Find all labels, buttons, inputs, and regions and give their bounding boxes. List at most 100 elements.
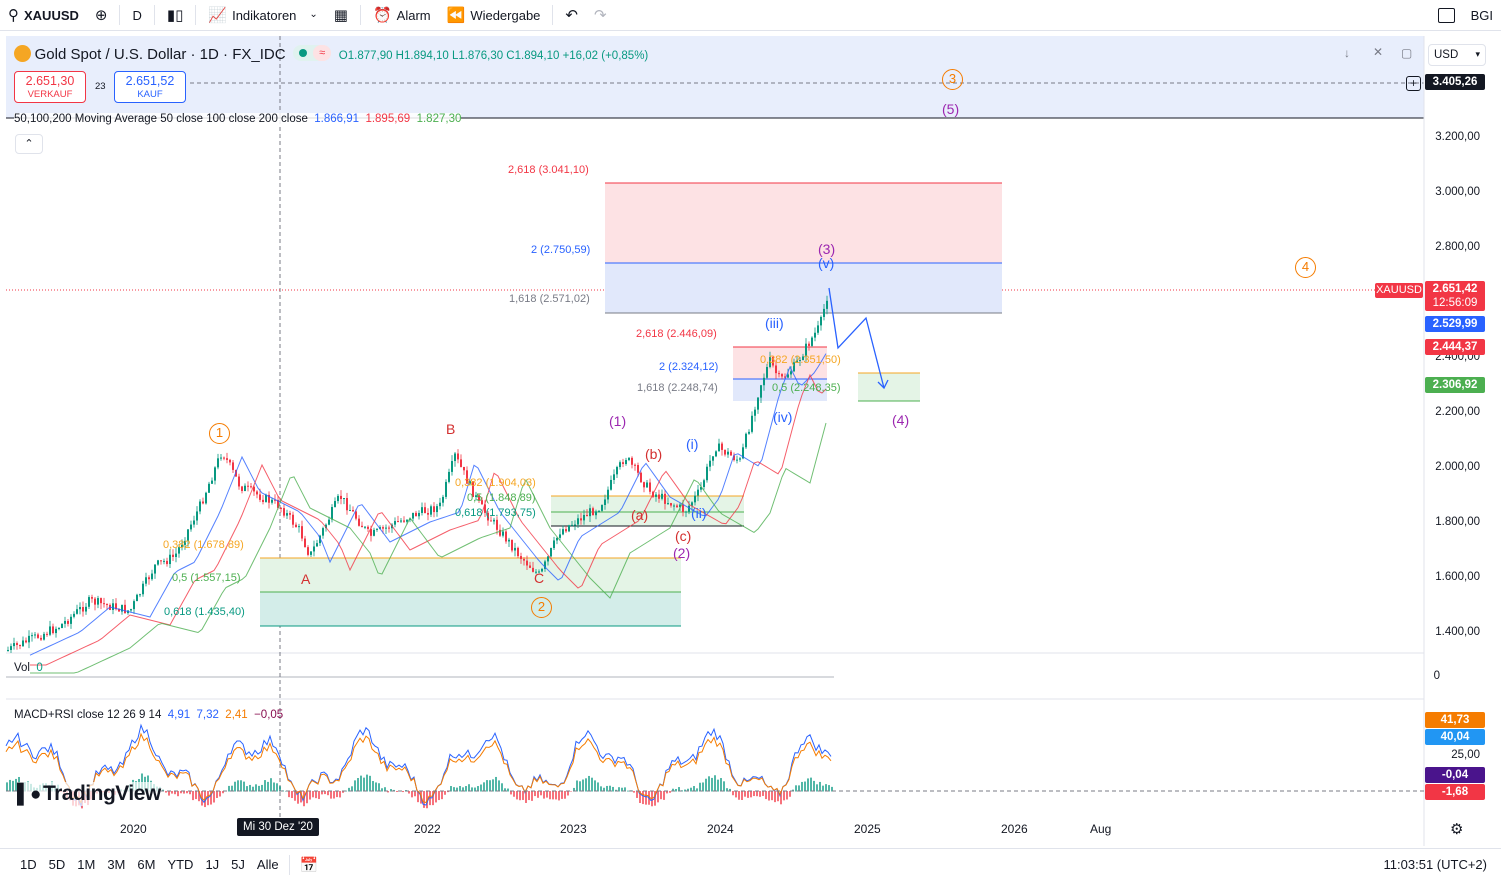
- right-menu-button[interactable]: BGI: [1463, 0, 1501, 31]
- candle-body: [790, 371, 792, 375]
- range-1d[interactable]: 1D: [20, 857, 37, 872]
- symbol-legend[interactable]: Gold Spot / U.S. Dollar · 1D · FX_IDC ≈ …: [14, 45, 648, 63]
- wave-label-p3: (3): [818, 241, 836, 257]
- candle-body: [316, 543, 318, 547]
- range-1j[interactable]: 1J: [205, 857, 220, 872]
- candle-body: [568, 525, 570, 532]
- macd-histogram-bar: [762, 791, 764, 796]
- range-5j[interactable]: 5J: [231, 857, 245, 872]
- candle-body: [562, 529, 564, 535]
- fib-zone-teal-low: [260, 592, 681, 626]
- indicators-button[interactable]: 📈 Indikatoren ⌄: [200, 0, 325, 31]
- add-alert-plus-icon[interactable]: +: [1406, 76, 1421, 91]
- macd-histogram-bar: [600, 786, 602, 792]
- fib-label: 0,5 (2.248,35): [772, 382, 841, 394]
- macd-value-4: −0,05: [254, 709, 284, 721]
- indicators-label: Indikatoren: [232, 7, 297, 23]
- spread-value: 23: [95, 81, 106, 92]
- candle-body: [25, 640, 27, 643]
- macd-histogram-bar: [246, 786, 248, 792]
- collapse-pane-button[interactable]: ✕: [1373, 45, 1384, 59]
- macd-histogram-bar: [276, 783, 278, 792]
- date-range-button[interactable]: 📅: [294, 856, 325, 874]
- candle-body: [808, 343, 810, 346]
- macd-histogram-bar: [699, 782, 701, 792]
- layouts-button[interactable]: ▦: [326, 0, 356, 31]
- undo-button[interactable]: ↶: [557, 0, 586, 31]
- redo-button[interactable]: ↷: [586, 0, 615, 31]
- scroll-down-button[interactable]: ↓: [1344, 46, 1350, 60]
- fib-label: 2,618 (2.446,09): [636, 328, 717, 340]
- buy-button[interactable]: 2.651,52 KAUF: [114, 71, 186, 103]
- interval-button[interactable]: D: [124, 0, 149, 31]
- macd-histogram-bar: [438, 791, 440, 801]
- tradingview-logo[interactable]: ▌●TradingView: [17, 782, 161, 806]
- price-label: 1.800,00: [1435, 516, 1480, 528]
- top-price-tag: 3.405,26: [1425, 74, 1485, 90]
- candle-body: [88, 597, 90, 607]
- candle-body: [157, 560, 159, 565]
- macd-histogram-bar: [603, 787, 605, 792]
- candle-body: [814, 332, 816, 338]
- macd-histogram-bar: [342, 791, 344, 793]
- wave-label-i: (i): [686, 436, 699, 452]
- range-ytd[interactable]: YTD: [167, 857, 194, 872]
- macd-histogram-bar: [264, 780, 266, 792]
- price-label: 3.200,00: [1435, 131, 1480, 143]
- replay-button[interactable]: ⏪ Wiedergabe: [439, 0, 549, 31]
- macd-histogram-bar: [390, 789, 392, 792]
- candle-body: [703, 480, 705, 488]
- macd-title: MACD+RSI close 12 26 9 14: [14, 709, 162, 721]
- alarm-clock-icon: ⏰: [372, 6, 392, 24]
- range-1m[interactable]: 1M: [77, 857, 96, 872]
- maximize-pane-button[interactable]: ▢: [1401, 46, 1413, 60]
- macd-histogram-bar: [462, 787, 464, 792]
- sell-button[interactable]: 2.651,30 VERKAUF: [14, 71, 86, 103]
- candle-body: [166, 560, 168, 565]
- macd-histogram-bar: [321, 791, 323, 795]
- fib-zone-green-wave4: [858, 373, 920, 401]
- settings-gear-icon[interactable]: ⚙: [1450, 821, 1464, 838]
- candle-body: [529, 565, 531, 568]
- candle-body: [412, 512, 414, 519]
- candle-body: [136, 594, 138, 602]
- candle-body: [436, 506, 438, 513]
- candle-body: [643, 482, 645, 488]
- currency-select[interactable]: USD ▾: [1428, 44, 1486, 66]
- candle-body: [403, 520, 405, 522]
- macd-histogram-bar: [441, 791, 443, 800]
- macd-histogram-bar: [783, 791, 785, 801]
- macd-histogram-bar: [666, 791, 668, 794]
- range-3m[interactable]: 3M: [107, 857, 126, 872]
- macd-histogram-bar: [9, 779, 11, 792]
- candle-body: [709, 460, 711, 467]
- chart-area[interactable]: Gold Spot / U.S. Dollar · 1D · FX_IDC ≈ …: [0, 36, 1501, 846]
- legend-title: Gold Spot / U.S. Dollar · 1D · FX_IDC: [34, 46, 286, 63]
- range-5d[interactable]: 5D: [48, 857, 66, 872]
- candle-body: [439, 502, 441, 507]
- alert-button[interactable]: ⏰ Alarm: [365, 0, 439, 31]
- compare-button[interactable]: ⊕: [87, 0, 116, 31]
- range-all[interactable]: Alle: [256, 857, 279, 872]
- macd-legend[interactable]: MACD+RSI close 12 26 9 14 4,91 7,32 2,41…: [14, 709, 283, 721]
- candle-body: [154, 564, 156, 574]
- macd-histogram-bar: [813, 780, 815, 792]
- macd-histogram-bar: [243, 781, 245, 792]
- candle-body: [781, 374, 783, 377]
- timezone-clock[interactable]: 11:03:51 (UTC+2): [1383, 857, 1487, 872]
- chart-canvas[interactable]: [0, 36, 1501, 846]
- volume-legend[interactable]: Vol 0: [14, 662, 43, 674]
- wave-label-v: (v): [818, 255, 835, 271]
- candle-body: [454, 453, 456, 462]
- candle-body: [187, 529, 189, 541]
- ma-legend[interactable]: 50,100,200 Moving Average 50 close 100 c…: [14, 113, 462, 125]
- collapse-legend-button[interactable]: ⌃: [15, 134, 43, 154]
- range-6m[interactable]: 6M: [137, 857, 156, 872]
- fullscreen-button[interactable]: [1430, 0, 1463, 31]
- candle-body: [151, 573, 153, 580]
- candle-body: [718, 443, 720, 452]
- chart-type-button[interactable]: ▮▯: [159, 0, 192, 31]
- candle-body: [613, 474, 615, 480]
- volume-title: Vol: [14, 662, 30, 674]
- symbol-search[interactable]: ⚲ XAUUSD: [0, 0, 87, 31]
